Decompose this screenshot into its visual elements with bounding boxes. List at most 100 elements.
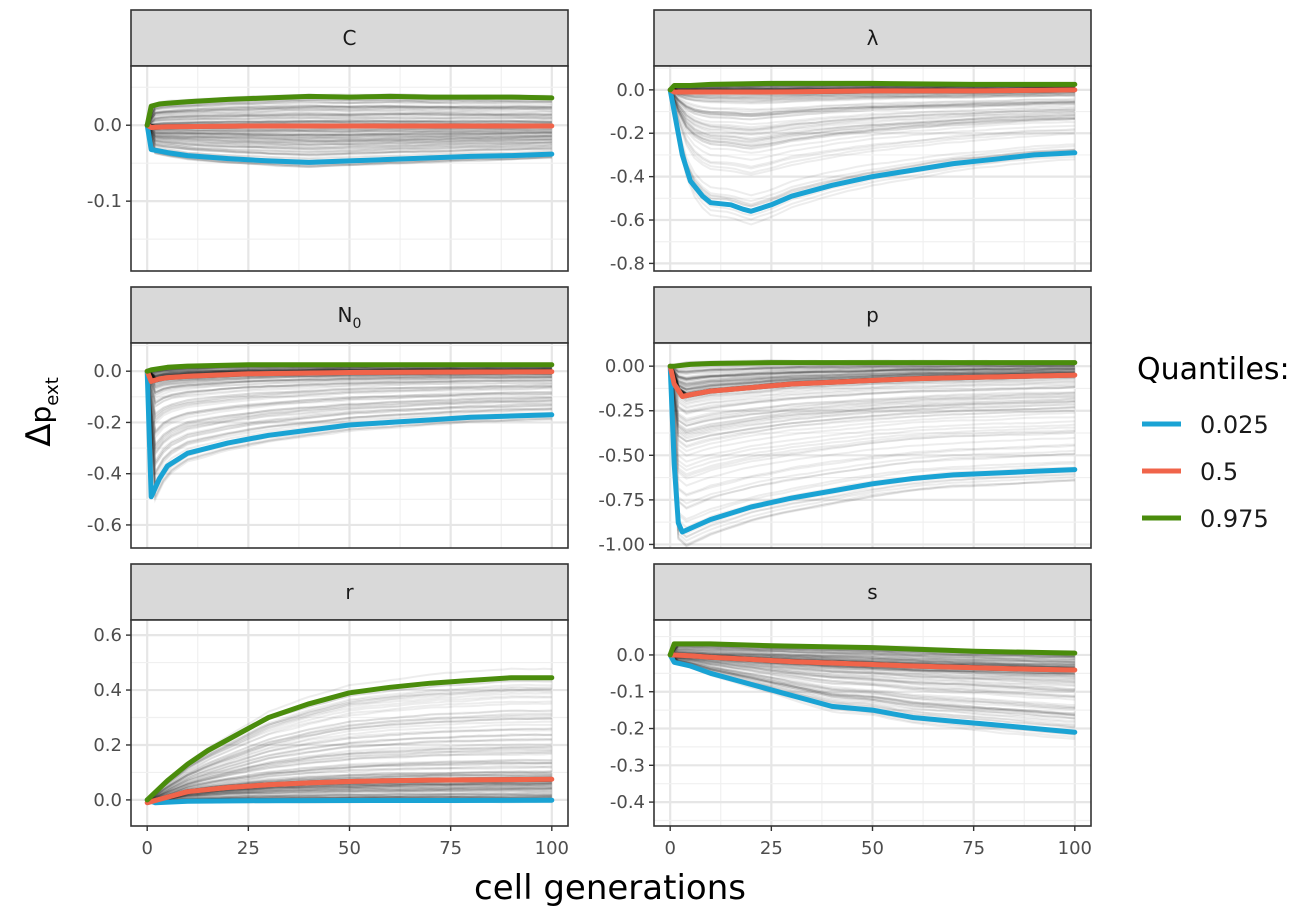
y-tick-label: 0.0 (616, 645, 645, 666)
simulation-trace (146, 370, 552, 405)
simulation-trace (146, 370, 552, 447)
simulation-trace (669, 366, 1075, 478)
y-tick-label: -0.2 (610, 123, 645, 144)
simulation-trace (669, 644, 1075, 659)
simulation-trace (669, 89, 1075, 150)
simulation-trace (146, 793, 552, 804)
simulation-trace (147, 119, 552, 127)
simulation-trace (146, 371, 552, 464)
simulation-trace (146, 371, 552, 404)
quantile-line-0.975 (667, 80, 1078, 93)
simulation-trace (669, 366, 1075, 404)
simulation-trace (669, 366, 1075, 521)
simulation-trace (669, 654, 1075, 715)
legend-label: 0.025 (1200, 411, 1269, 439)
x-tick-label: 50 (338, 838, 361, 859)
quantile-line-0.5 (144, 122, 555, 130)
legend-entry: 0.975 (1142, 505, 1269, 533)
simulation-trace (146, 124, 552, 142)
simulation-trace (146, 124, 552, 133)
quantile-line-0.025 (144, 368, 555, 500)
simulation-trace (147, 789, 552, 803)
simulation-trace (669, 89, 1075, 105)
simulation-trace (669, 89, 1075, 130)
simulation-trace (670, 654, 1075, 680)
simulation-trace (669, 365, 1075, 387)
simulation-trace (146, 124, 552, 138)
quantile-lines (667, 80, 1078, 214)
simulation-trace (669, 654, 1075, 707)
simulation-trace (146, 105, 552, 126)
simulation-trace (669, 366, 1075, 443)
simulation-trace (146, 370, 552, 400)
simulation-trace (147, 786, 552, 803)
panel-λ: λ 0.0 -0.2 -0.4 -0.6 -0.8 (610, 9, 1092, 274)
simulation-trace (147, 786, 552, 803)
quantile-line-0.975 (144, 93, 555, 128)
quantile-line-0.025 (144, 797, 555, 806)
simulation-trace (146, 123, 552, 133)
simulation-trace (146, 687, 552, 801)
simulation-trace (669, 365, 1075, 391)
strip-background (653, 9, 1092, 67)
simulation-trace (146, 370, 552, 501)
simulation-trace (669, 647, 1075, 663)
quantile-lines (144, 362, 555, 500)
simulation-trace (669, 89, 1075, 121)
y-tick-label: -0.50 (598, 445, 645, 466)
legend-entries: 0.025 0.5 0.975 (1142, 411, 1269, 533)
simulation-trace (146, 371, 552, 504)
x-tick-label: 50 (861, 838, 884, 859)
simulation-trace (669, 648, 1075, 664)
simulation-trace (146, 733, 552, 803)
simulation-trace (669, 654, 1075, 690)
simulation-trace (146, 124, 552, 156)
simulation-trace (669, 654, 1075, 693)
simulation-trace (146, 365, 552, 374)
simulation-trace (669, 365, 1075, 410)
simulation-trace (669, 365, 1075, 414)
simulation-trace (669, 650, 1075, 665)
simulation-trace (146, 116, 552, 127)
simulation-trace (146, 124, 552, 151)
strip-label: N0 (338, 303, 362, 332)
simulation-trace (147, 793, 552, 804)
svg-text:Δpext: Δpext (19, 377, 63, 447)
simulation-trace (669, 654, 1075, 709)
simulation-trace (669, 365, 1075, 389)
strip-background (130, 286, 569, 344)
simulation-trace (669, 645, 1075, 659)
simulation-trace (146, 98, 552, 126)
simulation-trace (147, 783, 552, 804)
simulation-trace (147, 787, 552, 803)
simulation-trace (146, 125, 552, 168)
simulation-trace (146, 124, 552, 140)
simulation-trace (147, 119, 552, 127)
simulation-trace (146, 109, 552, 126)
simulation-trace (146, 124, 552, 135)
quantile-lines (667, 360, 1078, 535)
simulation-trace (669, 365, 1075, 375)
simulation-trace (146, 371, 552, 394)
simulation-trace (669, 365, 1075, 385)
simulation-trace (146, 758, 552, 804)
simulation-trace (146, 737, 552, 803)
simulation-trace (669, 654, 1075, 684)
simulation-trace (147, 785, 552, 803)
simulation-trace (146, 371, 552, 452)
simulation-trace (669, 650, 1075, 667)
simulation-trace (669, 89, 1075, 112)
y-tick-label: -0.6 (87, 515, 122, 536)
simulation-trace (146, 746, 552, 803)
simulation-trace (669, 365, 1075, 391)
simulation-trace (669, 89, 1075, 141)
simulation-trace (146, 112, 552, 127)
simulation-trace (146, 119, 552, 127)
simulation-trace (669, 365, 1075, 413)
simulation-trace (669, 365, 1075, 443)
simulation-trace (146, 759, 552, 804)
y-tick-label: -0.4 (610, 792, 645, 813)
simulation-trace (146, 765, 552, 804)
simulation-trace (146, 124, 552, 144)
simulation-trace (146, 119, 552, 127)
